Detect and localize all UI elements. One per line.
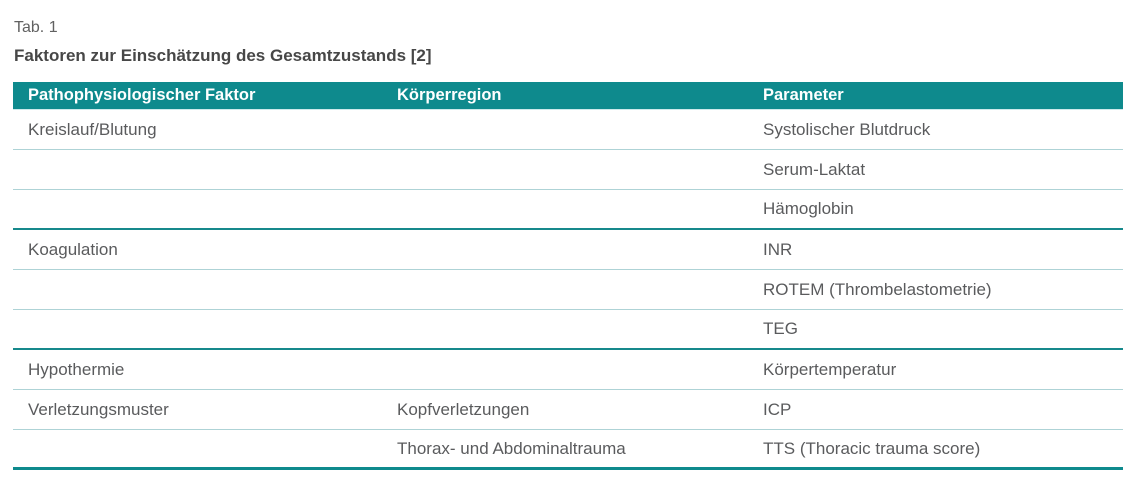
data-table: Pathophysiologischer Faktor Körperregion…: [13, 82, 1123, 470]
cell-parameter: Körpertemperatur: [763, 359, 897, 379]
cell-faktor: Hypothermie: [28, 359, 125, 379]
table-header-row: Pathophysiologischer Faktor Körperregion…: [13, 82, 1123, 110]
cell-parameter: TEG: [763, 319, 798, 338]
column-header-koerperregion: Körperregion: [397, 86, 502, 104]
cell-parameter: Systolischer Blutdruck: [763, 119, 931, 139]
table-row: Kreislauf/Blutung Systolischer Blutdruck: [13, 110, 1123, 150]
table-row: TEG: [13, 310, 1123, 350]
table-row: Serum-Laktat: [13, 150, 1123, 190]
table-body: Kreislauf/Blutung Systolischer Blutdruck S…: [13, 110, 1123, 470]
table-row: Thorax- und Abdominaltrauma TTS (Thoracic…: [13, 430, 1123, 470]
table-row: ROTEM (Thrombelastometrie): [13, 270, 1123, 310]
article-table-figure: Tab. 1 Faktoren zur Einschätzung des Ges…: [13, 19, 1123, 470]
column-header-pathophysiologischer-faktor: Pathophysiologischer Faktor: [28, 86, 256, 104]
cell-region: Thorax- und Abdominaltrauma: [397, 438, 626, 458]
table-title: Faktoren zur Einschätzung des Gesamtzust…: [14, 46, 432, 65]
cell-parameter: ICP: [763, 399, 792, 419]
table-caption-number: Tab. 1: [14, 19, 58, 36]
cell-region: Kopfverletzungen: [397, 399, 530, 419]
cell-faktor: Kreislauf/Blutung: [28, 119, 157, 139]
table-row: Hämoglobin: [13, 190, 1123, 230]
cell-faktor: Verletzungsmuster: [28, 399, 169, 419]
cell-parameter: INR: [763, 239, 793, 259]
table-row: Hypothermie Körpertemperatur: [13, 350, 1123, 390]
column-header-parameter: Parameter: [763, 86, 844, 104]
table-row: Koagulation INR: [13, 230, 1123, 270]
cell-parameter: ROTEM (Thrombelastometrie): [763, 279, 992, 299]
table-row: Verletzungsmuster Kopfverletzungen ICP: [13, 390, 1123, 430]
cell-parameter: Hämoglobin: [763, 199, 854, 218]
cell-parameter: Serum-Laktat: [763, 159, 866, 179]
cell-faktor: Koagulation: [28, 239, 118, 259]
cell-parameter: TTS (Thoracic trauma score): [763, 438, 981, 458]
